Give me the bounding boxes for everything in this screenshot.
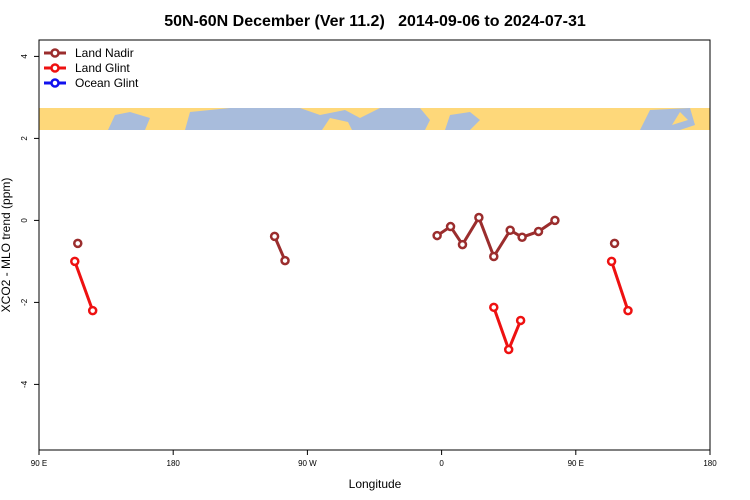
point [445,221,456,232]
x-tick-label: 180 [703,459,717,468]
series-line [275,218,615,261]
y-tick-label: 0 [20,218,29,223]
point [489,251,499,262]
plot-frame [38,39,711,451]
point [609,238,620,249]
legend-marker [50,63,60,73]
legend-label: Ocean Glint [75,76,139,90]
y-tick-label: 2 [20,136,29,141]
point [457,239,468,250]
x-tick-label: 90 E [31,459,47,468]
y-tick-label: 4 [20,54,29,59]
chart-title: 50N-60N December (Ver 11.2) 2014-09-06 t… [164,13,586,30]
map-band [39,108,710,130]
point [489,302,499,313]
point [432,230,442,241]
y-axis-label: XCO2 - MLO trend (ppm) [0,178,13,313]
point [73,238,83,249]
point [606,256,617,267]
x-tick-label: 180 [167,459,181,468]
point [517,232,527,242]
y-tick-label: -2 [20,298,29,306]
x-tick-label: 90 E [568,459,584,468]
point [269,231,280,242]
point [70,256,80,267]
y-tick-label: -4 [20,380,29,388]
point [533,226,544,237]
legend-label: Land Nadir [75,46,134,60]
x-tick-label: 0 [439,459,444,468]
legend-marker [50,48,60,58]
point [474,212,484,223]
legend-label: Land Glint [75,61,130,75]
series-line [73,260,630,354]
point [515,315,526,326]
point [623,305,633,316]
point [505,225,515,235]
point [87,305,98,316]
point [280,255,290,266]
point [550,215,560,226]
point [503,344,514,355]
x-tick-label: 90 W [298,459,317,468]
x-axis-label: Longitude [349,477,402,491]
legend-marker [50,78,60,88]
